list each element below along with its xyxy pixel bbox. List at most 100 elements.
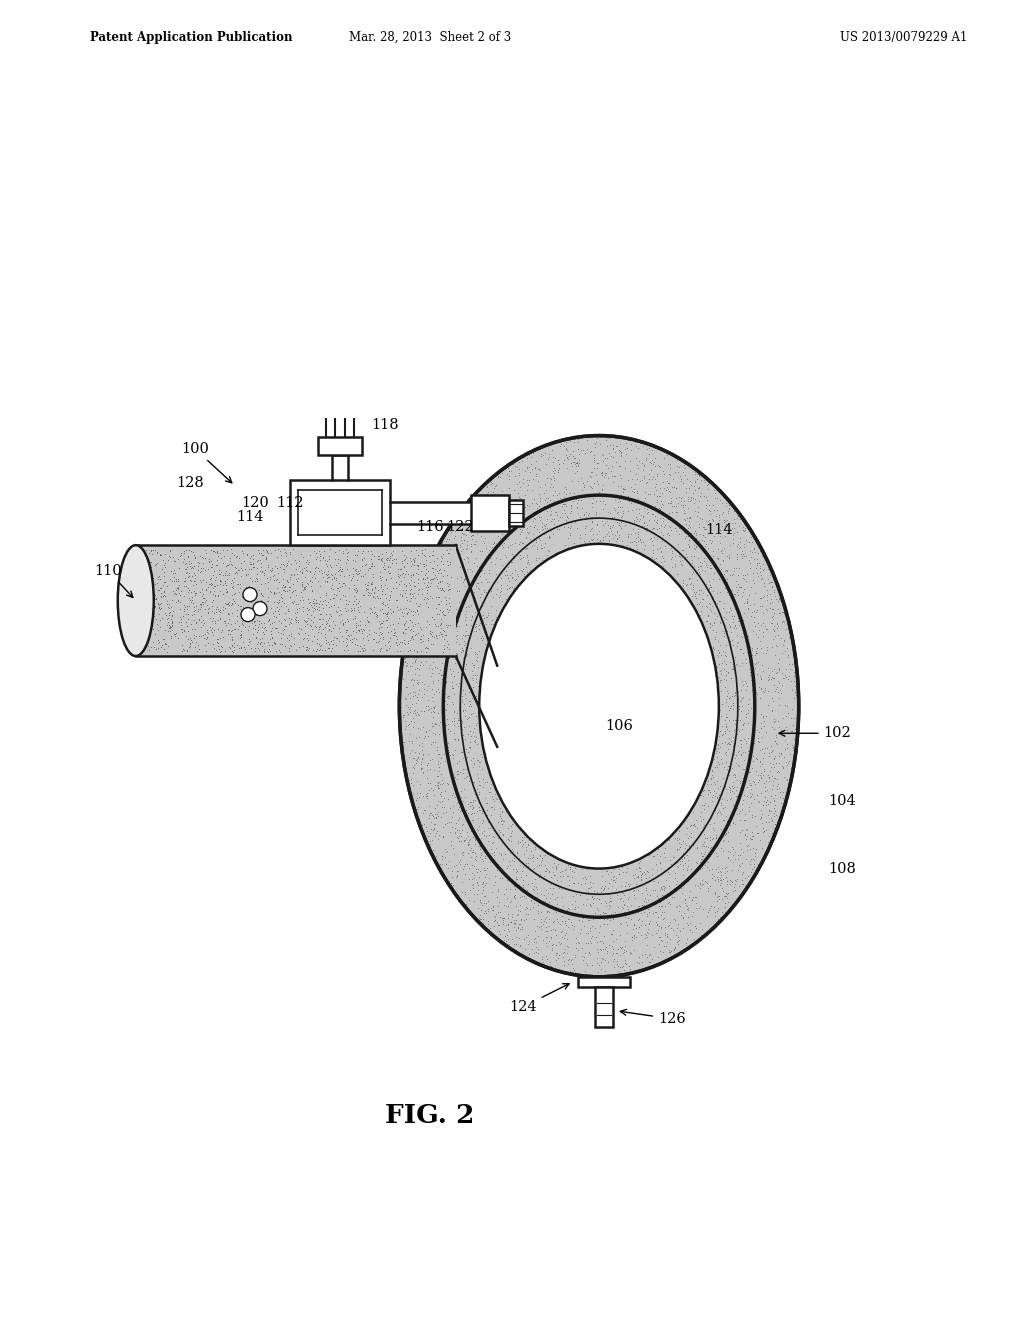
Point (205, 590, 221, 611)
Point (231, 581, 248, 602)
Point (688, 601, 705, 622)
Point (446, 520, 463, 541)
Point (689, 875, 706, 896)
Point (394, 631, 411, 652)
Point (745, 751, 762, 772)
Point (547, 865, 563, 886)
Point (173, 545, 189, 566)
Point (453, 762, 469, 783)
Point (788, 685, 805, 706)
Point (253, 553, 269, 574)
Point (462, 879, 478, 900)
Point (501, 495, 517, 516)
Point (732, 508, 749, 529)
Point (687, 488, 703, 510)
Point (234, 560, 251, 581)
Point (476, 886, 493, 907)
Point (326, 583, 342, 605)
Point (140, 561, 157, 582)
Point (663, 506, 679, 527)
Point (709, 754, 725, 775)
Point (512, 900, 528, 921)
Point (638, 924, 654, 945)
Point (452, 822, 468, 843)
Point (455, 700, 471, 721)
Point (693, 846, 710, 867)
Point (765, 770, 781, 791)
Point (622, 537, 638, 558)
Point (176, 553, 193, 574)
Point (468, 714, 484, 735)
Point (378, 603, 394, 624)
Point (631, 858, 647, 879)
Point (701, 779, 718, 800)
Point (753, 615, 769, 636)
Point (466, 725, 482, 746)
Point (753, 638, 769, 659)
Point (283, 609, 299, 630)
Point (700, 771, 717, 792)
Point (651, 499, 668, 520)
Point (180, 550, 197, 572)
Point (268, 591, 285, 612)
Point (472, 541, 488, 562)
Point (190, 610, 207, 631)
Point (480, 842, 497, 863)
Point (436, 718, 453, 739)
Point (182, 612, 199, 634)
Point (446, 710, 463, 731)
Point (198, 578, 214, 599)
Point (318, 564, 335, 585)
Point (605, 950, 622, 972)
Point (754, 739, 770, 760)
Point (378, 570, 394, 591)
Point (606, 466, 623, 487)
Point (423, 569, 439, 590)
Point (255, 545, 271, 566)
Point (414, 543, 430, 564)
Point (451, 808, 467, 829)
Point (569, 438, 586, 459)
Point (658, 524, 675, 545)
Point (648, 479, 665, 500)
Point (479, 800, 496, 821)
Point (354, 620, 371, 642)
Point (720, 891, 736, 912)
Point (490, 500, 507, 521)
Point (233, 565, 250, 586)
Point (540, 936, 556, 957)
Point (403, 656, 420, 677)
Point (537, 513, 553, 535)
Point (636, 498, 652, 519)
Point (502, 807, 518, 828)
Point (463, 837, 479, 858)
Point (374, 593, 390, 614)
Point (700, 837, 717, 858)
Point (497, 925, 513, 946)
Point (281, 638, 297, 659)
Point (678, 507, 694, 528)
Point (665, 880, 681, 902)
Point (470, 781, 486, 803)
Point (215, 627, 231, 648)
Point (393, 570, 410, 591)
Point (460, 552, 476, 573)
Point (468, 620, 484, 642)
Point (527, 548, 544, 569)
Point (706, 638, 722, 659)
Point (264, 627, 281, 648)
Point (620, 500, 636, 521)
Point (311, 609, 328, 630)
Point (228, 611, 245, 632)
Point (236, 631, 252, 652)
Point (547, 543, 563, 564)
Point (715, 723, 731, 744)
Point (761, 825, 777, 846)
Point (421, 545, 437, 566)
Point (514, 836, 530, 857)
Point (435, 826, 452, 847)
Point (684, 890, 700, 911)
Point (446, 701, 463, 722)
Bar (578, 977, 630, 987)
Point (650, 887, 667, 908)
